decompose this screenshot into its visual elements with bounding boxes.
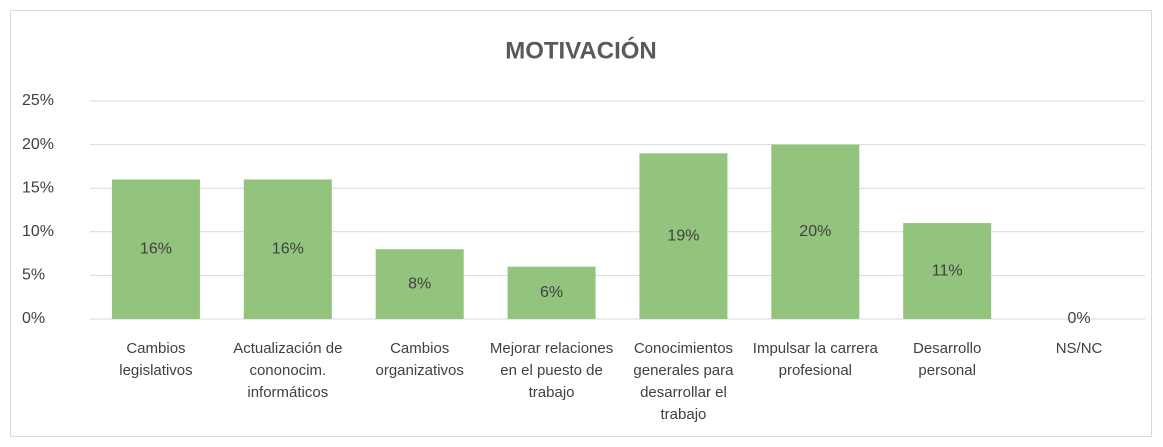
bar xyxy=(507,266,596,319)
x-tick-label: Mejorar relaciones en el puesto de traba… xyxy=(489,340,614,401)
x-tick-label: Impulsar la carrera profesional xyxy=(752,340,878,379)
bar xyxy=(903,223,992,319)
data-label: 6% xyxy=(540,284,563,301)
data-label: 19% xyxy=(667,227,699,244)
x-tick-label: Cambios legislativos xyxy=(119,340,193,379)
y-tick-label: 15% xyxy=(22,179,54,196)
y-tick-label: 25% xyxy=(22,92,54,109)
y-tick-label: 20% xyxy=(22,136,54,153)
x-tick-label: Actualización de cononocim. informáticos xyxy=(233,340,343,401)
y-tick-label: 5% xyxy=(22,267,45,284)
x-tick-label: Cambios organizativos xyxy=(375,340,464,379)
data-label: 8% xyxy=(408,275,431,292)
data-label: 0% xyxy=(1068,310,1091,327)
x-tick-label: NS/NC xyxy=(1055,340,1103,357)
bar xyxy=(639,153,728,319)
data-label: 11% xyxy=(932,262,963,279)
y-tick-label: 10% xyxy=(22,223,54,240)
y-tick-label: 0% xyxy=(22,310,45,327)
chart-title: MOTIVACIÓN xyxy=(505,36,657,64)
bar xyxy=(375,249,464,319)
data-label: 16% xyxy=(140,240,172,257)
data-label: 20% xyxy=(799,223,831,240)
bar xyxy=(243,179,332,319)
x-tick-label: Conocimientos generales para desarrollar… xyxy=(633,340,734,423)
x-tick-label: Desarrollo personal xyxy=(913,340,982,379)
bar xyxy=(111,179,200,319)
bar xyxy=(771,144,860,319)
data-label: 16% xyxy=(272,240,304,257)
